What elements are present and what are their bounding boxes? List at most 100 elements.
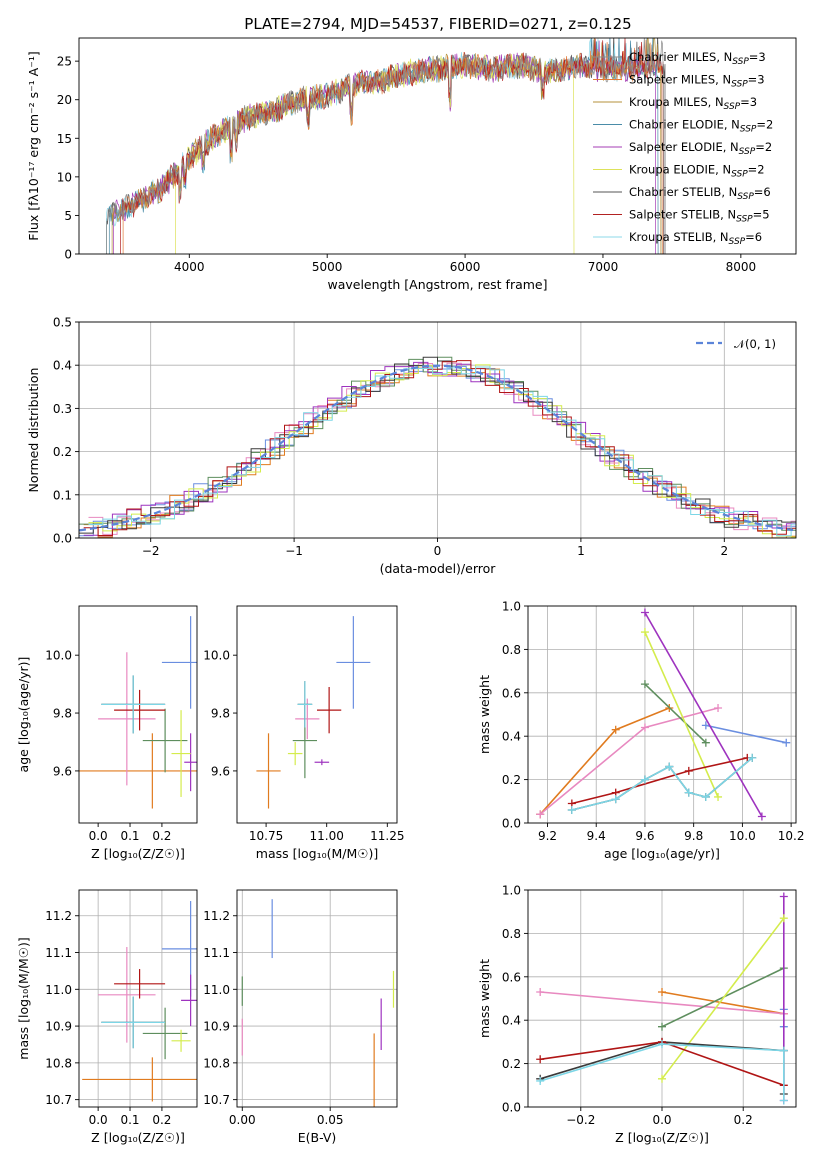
figure-title: PLATE=2794, MJD=54537, FIBERID=0271, z=0… bbox=[244, 15, 631, 33]
residual-histogram bbox=[88, 364, 796, 538]
plot-area bbox=[106, 38, 666, 254]
y-tick-label: 9.6 bbox=[211, 764, 230, 778]
weight-line bbox=[571, 757, 748, 805]
weight-line bbox=[644, 612, 763, 817]
weight-marker bbox=[658, 1022, 666, 1031]
spectrum-line bbox=[106, 38, 664, 254]
panel-3: 0.0 0.1 0.2 9.6 9.8 10.0 Z [log₁₀(Z/Z☉)] age [l… bbox=[16, 605, 198, 861]
weight-line bbox=[705, 724, 787, 744]
y-tick-label: 10.9 bbox=[203, 1020, 230, 1034]
y-tick-label: 0.4 bbox=[502, 1014, 521, 1028]
plot-area bbox=[536, 608, 791, 821]
panel-4: 10.75 11.00 11.25 9.6 9.8 10.0 mass [log₁₀(M/M… bbox=[203, 605, 404, 861]
legend-entry: Kroupa ELODIE, NSSP=2 bbox=[629, 163, 765, 180]
y-tick-label: 10.0 bbox=[203, 649, 230, 663]
panel-8: −0.2 0.0 0.2 0.0 0.2 0.4 0.6 0.8 1.0 Z [log₁₀(Z/Z… bbox=[477, 884, 797, 1145]
y-tick-label: 11.2 bbox=[203, 909, 230, 923]
legend-entry: Kroupa STELIB, NSSP=6 bbox=[629, 230, 762, 247]
x-tick-label: 0.0 bbox=[89, 829, 108, 843]
legend-entry: Chabrier STELIB, NSSP=6 bbox=[629, 185, 771, 202]
x-tick-label: 11.00 bbox=[310, 829, 344, 843]
legend-entry: 𝒩(0, 1) bbox=[734, 337, 776, 351]
plot-area bbox=[241, 899, 395, 1107]
axes-frame bbox=[78, 37, 797, 255]
x-tick-label: 10.2 bbox=[778, 829, 805, 843]
weight-line bbox=[644, 631, 719, 798]
x-axis-label: age [log₁₀(age/yr)] bbox=[604, 846, 720, 861]
legend-entry: Chabrier ELODIE, NSSP=2 bbox=[629, 118, 773, 135]
axes-frame bbox=[78, 605, 198, 824]
x-tick-label: 9.2 bbox=[538, 829, 557, 843]
plots-layer: 4000 5000 6000 7000 80000510152025wavelength… bbox=[16, 37, 805, 1145]
y-axis-label: Normed distribution bbox=[26, 368, 41, 493]
x-tick-label: 0.2 bbox=[734, 1113, 753, 1127]
y-tick-label: 9.8 bbox=[211, 707, 230, 721]
y-tick-label: 10.0 bbox=[45, 649, 72, 663]
weight-marker bbox=[665, 762, 674, 771]
x-axis-label: E(B-V) bbox=[298, 1130, 337, 1145]
x-tick-label: 0.0 bbox=[652, 1113, 671, 1127]
x-tick-label: 10.0 bbox=[729, 829, 756, 843]
y-tick-label: 0.2 bbox=[502, 773, 521, 787]
legend-entry: Salpeter ELODIE, NSSP=2 bbox=[629, 140, 772, 157]
weight-marker bbox=[611, 725, 620, 734]
y-tick-label: 11.1 bbox=[203, 946, 230, 960]
panel-1: 4000 5000 6000 7000 8000 0 5 10 15 20 25 wavelength… bbox=[26, 37, 797, 292]
x-tick-label: 10.75 bbox=[249, 829, 283, 843]
weight-marker bbox=[701, 792, 710, 801]
y-tick-label: 11.0 bbox=[203, 983, 230, 997]
panel-2: −2 −1 0 1 2 0.0 0.1 0.2 0.3 0.4 0.5 (data-model)/er… bbox=[26, 316, 797, 576]
y-axis-label: age [log₁₀(age/yr)] bbox=[16, 657, 31, 773]
weight-marker bbox=[536, 1076, 545, 1085]
weight-marker bbox=[779, 1046, 788, 1055]
y-tick-label: 10.8 bbox=[45, 1056, 72, 1070]
weight-line bbox=[644, 683, 707, 744]
x-tick-label: 2 bbox=[720, 544, 728, 558]
weight-marker bbox=[640, 628, 649, 637]
x-tick-label: 7000 bbox=[588, 260, 619, 274]
weight-marker bbox=[782, 738, 791, 747]
weight-marker bbox=[640, 775, 649, 784]
y-tick-label: 10 bbox=[57, 170, 72, 184]
x-tick-label: 0 bbox=[434, 544, 442, 558]
weight-marker bbox=[779, 914, 788, 923]
weight-marker bbox=[701, 738, 710, 747]
axes-frame bbox=[236, 605, 398, 824]
y-axis-label: mass [log₁₀(M/M☉)] bbox=[16, 937, 31, 1059]
plot-area bbox=[82, 901, 197, 1102]
x-tick-label: 5000 bbox=[312, 260, 343, 274]
x-axis-label: Z [log₁₀(Z/Z☉)] bbox=[91, 846, 185, 861]
weight-line bbox=[661, 991, 784, 1015]
y-tick-label: 0.4 bbox=[502, 730, 521, 744]
panel-7: 0.00 0.05 10.7 10.8 10.9 11.0 11.1 11.2 E(B-V) bbox=[203, 889, 398, 1145]
x-tick-label: 0.0 bbox=[89, 1113, 108, 1127]
y-tick-label: 0.6 bbox=[502, 686, 521, 700]
y-tick-label: 10.7 bbox=[203, 1093, 230, 1107]
x-axis-label: Z [log₁₀(Z/Z☉)] bbox=[615, 1130, 709, 1145]
y-tick-label: 9.6 bbox=[53, 764, 72, 778]
y-tick-label: 0.1 bbox=[53, 488, 72, 502]
weight-marker bbox=[567, 805, 576, 814]
y-tick-label: 20 bbox=[57, 93, 72, 107]
axes-frame bbox=[236, 889, 398, 1108]
y-axis-label: Flux [fλ10⁻¹⁷ erg cm⁻² s⁻¹ A⁻¹] bbox=[26, 51, 41, 240]
legend-entry: Kroupa MILES, NSSP=3 bbox=[629, 95, 757, 112]
legend-entry: Chabrier MILES, NSSP=3 bbox=[629, 50, 766, 67]
legend-entry: Salpeter MILES, NSSP=3 bbox=[629, 73, 765, 90]
x-tick-label: 0.00 bbox=[229, 1113, 256, 1127]
y-tick-label: 0.2 bbox=[53, 445, 72, 459]
x-tick-label: 1 bbox=[577, 544, 585, 558]
x-tick-label: 0.1 bbox=[120, 1113, 139, 1127]
axes-frame bbox=[78, 321, 797, 539]
weight-marker bbox=[714, 792, 723, 801]
y-tick-label: 0.0 bbox=[502, 817, 521, 831]
y-tick-label: 0.6 bbox=[502, 970, 521, 984]
x-tick-label: −2 bbox=[142, 544, 160, 558]
y-tick-label: 11.2 bbox=[45, 909, 72, 923]
weight-marker bbox=[684, 766, 693, 775]
weight-marker bbox=[536, 1055, 545, 1064]
y-tick-label: 0.8 bbox=[502, 643, 521, 657]
legend: Chabrier MILES, NSSP=3 Salpeter MILES, NS… bbox=[593, 50, 773, 247]
y-tick-label: 1.0 bbox=[502, 600, 521, 614]
